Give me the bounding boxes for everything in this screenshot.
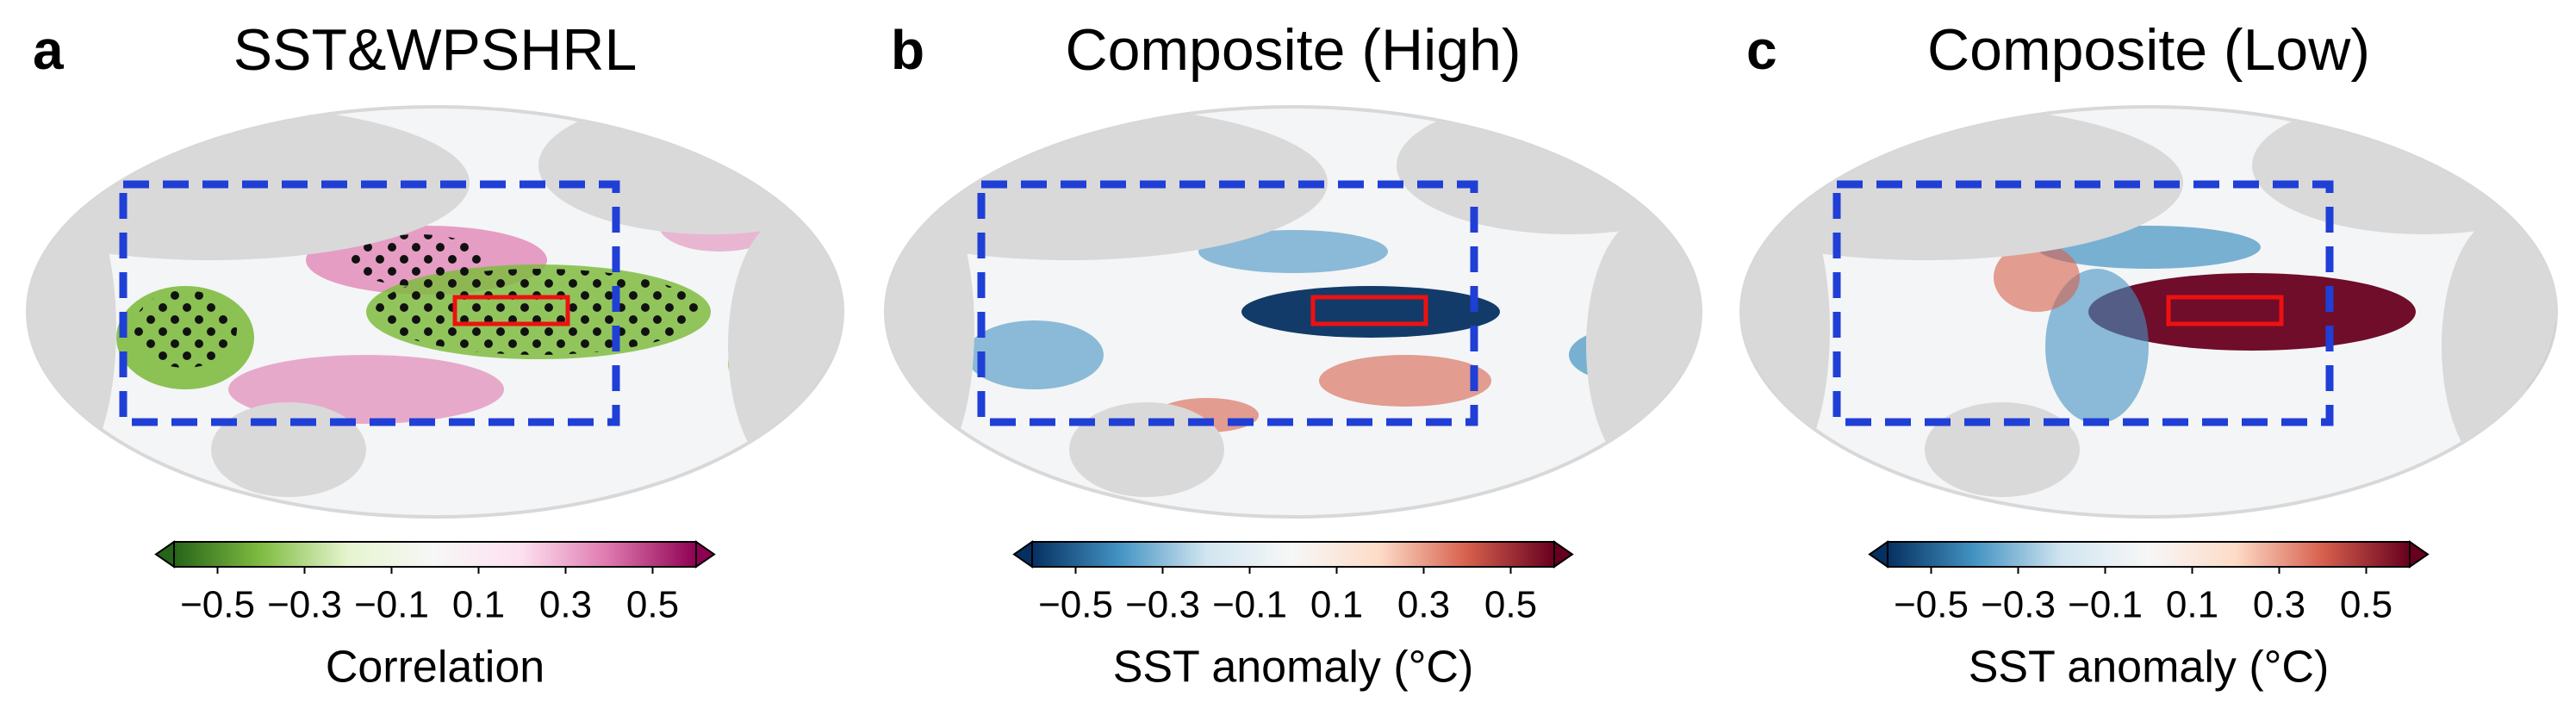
colorbar-tick-label: −0.3 xyxy=(1981,584,2056,626)
colorbar-label: SST anomaly (°C) xyxy=(1113,643,1474,693)
land xyxy=(886,107,1026,208)
colorbar-tick-label: −0.1 xyxy=(1212,584,1287,626)
panel-label: b xyxy=(891,19,924,81)
land xyxy=(1069,402,1224,497)
colorbar-tick-label: −0.3 xyxy=(267,584,342,626)
colorbar xyxy=(173,541,697,568)
significance-dots xyxy=(134,290,237,368)
colorbar-tick-label: 0.3 xyxy=(2253,584,2305,626)
colorbar-extend-high xyxy=(1553,540,1574,569)
panel-title: Composite (Low) xyxy=(1927,17,2370,83)
anomaly-region xyxy=(1994,243,2080,312)
panel: c Composite (Low) −0.5 −0.3 −0.1 0.1 0.3 0.5SST… xyxy=(1739,17,2558,693)
colorbar-tick-label: 0.1 xyxy=(452,584,505,626)
land xyxy=(538,107,843,234)
land xyxy=(2442,217,2556,475)
colorbar-tick-label: 0.5 xyxy=(1484,584,1537,626)
colorbar-tick-label: 0.5 xyxy=(626,584,679,626)
land xyxy=(211,402,366,497)
colorbar-tick-label: 0.1 xyxy=(1310,584,1363,626)
colorbar-tick-label: −0.1 xyxy=(2068,584,2143,626)
significance-dots xyxy=(349,234,487,286)
colorbar-tick-label: 0.3 xyxy=(1397,584,1450,626)
significance-dots xyxy=(375,269,702,355)
nino-box xyxy=(2166,295,2284,326)
anomaly-region xyxy=(2045,269,2149,424)
colorbar-tick-label: −0.1 xyxy=(354,584,429,626)
land xyxy=(728,217,843,475)
colorbar-tick-label: 0.3 xyxy=(539,584,592,626)
colorbar-label: Correlation xyxy=(326,643,544,693)
land xyxy=(1741,107,1882,208)
land xyxy=(1925,402,2080,497)
panel-label: a xyxy=(33,19,64,81)
colorbar-tick-label: 0.5 xyxy=(2340,584,2392,626)
land xyxy=(1397,107,1701,234)
panel-label: c xyxy=(1746,19,1777,81)
anomaly-region xyxy=(966,320,1104,389)
colorbar-tick-label: −0.5 xyxy=(1894,584,1969,626)
nino-box xyxy=(452,295,570,326)
colorbar-extend-high xyxy=(2409,540,2430,569)
colorbar xyxy=(1887,541,2411,568)
domain-box xyxy=(119,180,620,426)
nino-box xyxy=(1310,295,1428,326)
domain-box xyxy=(1832,180,2334,426)
anomaly-region xyxy=(1198,230,1388,273)
colorbar xyxy=(1031,541,1555,568)
colorbar-tick-label: −0.5 xyxy=(1038,584,1113,626)
colorbar-extend-low xyxy=(1012,540,1033,569)
anomaly-region xyxy=(1241,286,1500,338)
colorbar-tick-label: 0.1 xyxy=(2166,584,2218,626)
land xyxy=(1586,217,1701,475)
colorbar-extend-low xyxy=(154,540,175,569)
panel-title: Composite (High) xyxy=(1065,17,1521,83)
colorbar-tick-label: −0.5 xyxy=(180,584,255,626)
colorbar-label: SST anomaly (°C) xyxy=(1969,643,2330,693)
colorbar-extend-high xyxy=(695,540,716,569)
colorbar-tick-label: −0.3 xyxy=(1125,584,1200,626)
panel: b Composite (High) −0.5 −0.3 −0.1 0.1 0.3 0.5SS… xyxy=(884,17,1702,693)
panel: a SST&WPSHRL −0.5 −0.3 −0.1 0.1 0.3 0.5 Correlat… xyxy=(26,17,844,693)
anomaly-region xyxy=(2088,273,2416,351)
domain-box xyxy=(977,180,1478,426)
colorbar-extend-low xyxy=(1868,540,1888,569)
panel-title: SST&WPSHRL xyxy=(233,17,638,83)
anomaly-region xyxy=(1319,355,1491,407)
